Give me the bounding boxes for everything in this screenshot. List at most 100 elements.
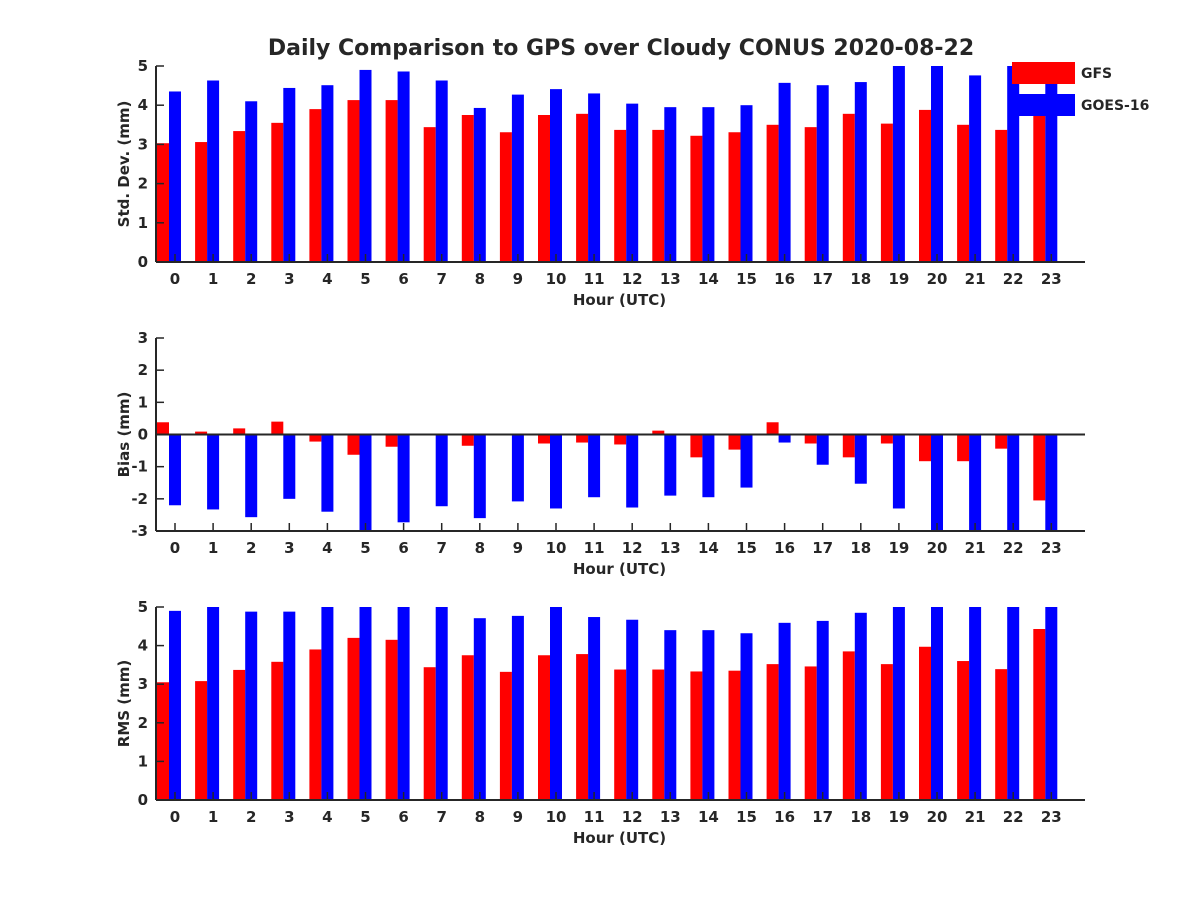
x-tick-label: 17	[812, 270, 833, 288]
x-tick-label: 17	[812, 539, 833, 557]
bar-gfs-hour-9	[499, 132, 512, 262]
bar-gfs-hour-23	[1033, 434, 1046, 501]
bar-goes-16-hour-17	[816, 620, 829, 800]
bar-goes-16-hour-2	[245, 611, 258, 800]
bar-gfs-hour-2	[233, 131, 246, 262]
bar-gfs-hour-13	[652, 129, 665, 262]
x-tick-label: 19	[888, 270, 909, 288]
bar-goes-16-hour-16	[778, 622, 791, 800]
x-tick-label: 17	[812, 808, 833, 826]
x-tick-label: 18	[850, 808, 871, 826]
bar-gfs-hour-18	[842, 113, 855, 262]
bar-gfs-hour-8	[461, 115, 474, 262]
y-tick-label: 1	[138, 393, 148, 411]
x-tick-label: 11	[584, 270, 605, 288]
bar-gfs-hour-15	[728, 434, 741, 450]
legend: GFS GOES-16	[1012, 62, 1149, 116]
x-tick-label: 4	[322, 539, 332, 557]
x-tick-label: 0	[170, 539, 180, 557]
x-tick-label: 20	[927, 808, 948, 826]
bar-goes-16-hour-1	[207, 434, 220, 510]
x-tick-label: 15	[736, 539, 757, 557]
x-tick-label: 2	[246, 808, 256, 826]
x-tick-label: 4	[322, 270, 332, 288]
bar-gfs-hour-5	[347, 100, 360, 262]
bar-gfs-hour-7	[423, 667, 436, 800]
bar-gfs-hour-14	[690, 434, 703, 458]
x-tick-label: 1	[208, 270, 218, 288]
bar-gfs-hour-17	[804, 127, 817, 262]
x-tick-label: 4	[322, 808, 332, 826]
x-tick-label: 6	[398, 270, 408, 288]
bar-gfs-hour-2	[233, 428, 246, 435]
bar-goes-16-hour-3	[283, 434, 296, 499]
bar-gfs-hour-1	[195, 681, 208, 800]
bar-goes-16-hour-21	[969, 434, 982, 531]
x-tick-label: 7	[436, 808, 446, 826]
bar-goes-16-hour-7	[435, 434, 448, 507]
bar-gfs-hour-2	[233, 669, 246, 800]
y-tick-label: -1	[131, 458, 148, 476]
x-tick-label: 8	[475, 808, 485, 826]
y-tick-label: 2	[138, 361, 148, 379]
bar-gfs-hour-8	[461, 434, 474, 446]
x-tick-label: 9	[513, 808, 523, 826]
bar-gfs-hour-23	[1033, 104, 1046, 262]
bar-gfs-hour-11	[576, 113, 589, 262]
x-tick-label: 13	[660, 539, 681, 557]
x-tick-label: 12	[622, 808, 643, 826]
bar-goes-16-hour-5	[359, 69, 372, 262]
bar-goes-16-hour-23	[1045, 434, 1058, 531]
x-tick-label: 1	[208, 539, 218, 557]
bar-goes-16-hour-8	[473, 434, 486, 519]
bar-goes-16-hour-3	[283, 87, 296, 263]
x-tick-label: 8	[475, 539, 485, 557]
bar-goes-16-hour-12	[626, 619, 639, 800]
x-tick-label: 15	[736, 270, 757, 288]
bar-goes-16-hour-21	[969, 607, 982, 800]
y-tick-label: 0	[138, 253, 148, 271]
legend-label-gfs: GFS	[1081, 66, 1112, 82]
legend-swatch-gfs	[1012, 62, 1075, 84]
bar-goes-16-hour-14	[702, 107, 715, 262]
bar-goes-16-hour-11	[588, 434, 601, 498]
bar-gfs-hour-11	[576, 654, 589, 800]
bar-goes-16-hour-5	[359, 434, 372, 531]
bar-gfs-hour-22	[995, 669, 1008, 800]
bar-goes-16-hour-1	[207, 607, 220, 800]
bar-goes-16-hour-2	[245, 434, 258, 518]
bar-gfs-hour-16	[766, 422, 779, 435]
bar-goes-16-hour-11	[588, 93, 601, 262]
bar-goes-16-hour-6	[397, 607, 410, 800]
x-tick-label: 16	[774, 808, 795, 826]
x-tick-label: 2	[246, 539, 256, 557]
x-tick-label: 9	[513, 539, 523, 557]
bar-gfs-hour-14	[690, 671, 703, 800]
bar-goes-16-hour-12	[626, 103, 639, 263]
bar-gfs-hour-22	[995, 129, 1008, 262]
bar-goes-16-hour-1	[207, 80, 220, 262]
x-tick-label: 0	[170, 808, 180, 826]
bar-goes-16-hour-0	[169, 434, 181, 506]
bar-goes-16-hour-13	[664, 630, 677, 800]
bar-goes-16-hour-22	[1007, 607, 1020, 800]
x-tick-label: 23	[1041, 808, 1062, 826]
bar-gfs-hour-10	[538, 434, 550, 444]
bar-goes-16-hour-12	[626, 434, 639, 508]
x-tick-label: 11	[584, 539, 605, 557]
bar-goes-16-hour-6	[397, 434, 410, 523]
bar-goes-16-hour-22	[1007, 434, 1020, 531]
y-tick-label: -3	[131, 522, 148, 540]
x-tick-label: 13	[660, 270, 681, 288]
bar-goes-16-hour-6	[397, 71, 410, 262]
y-tick-label: 3	[138, 675, 148, 693]
x-tick-label: 9	[513, 270, 523, 288]
bar-gfs-hour-18	[842, 651, 855, 800]
x-tick-label: 19	[888, 539, 909, 557]
bar-goes-16-hour-18	[854, 82, 867, 263]
x-tick-label: 8	[475, 270, 485, 288]
